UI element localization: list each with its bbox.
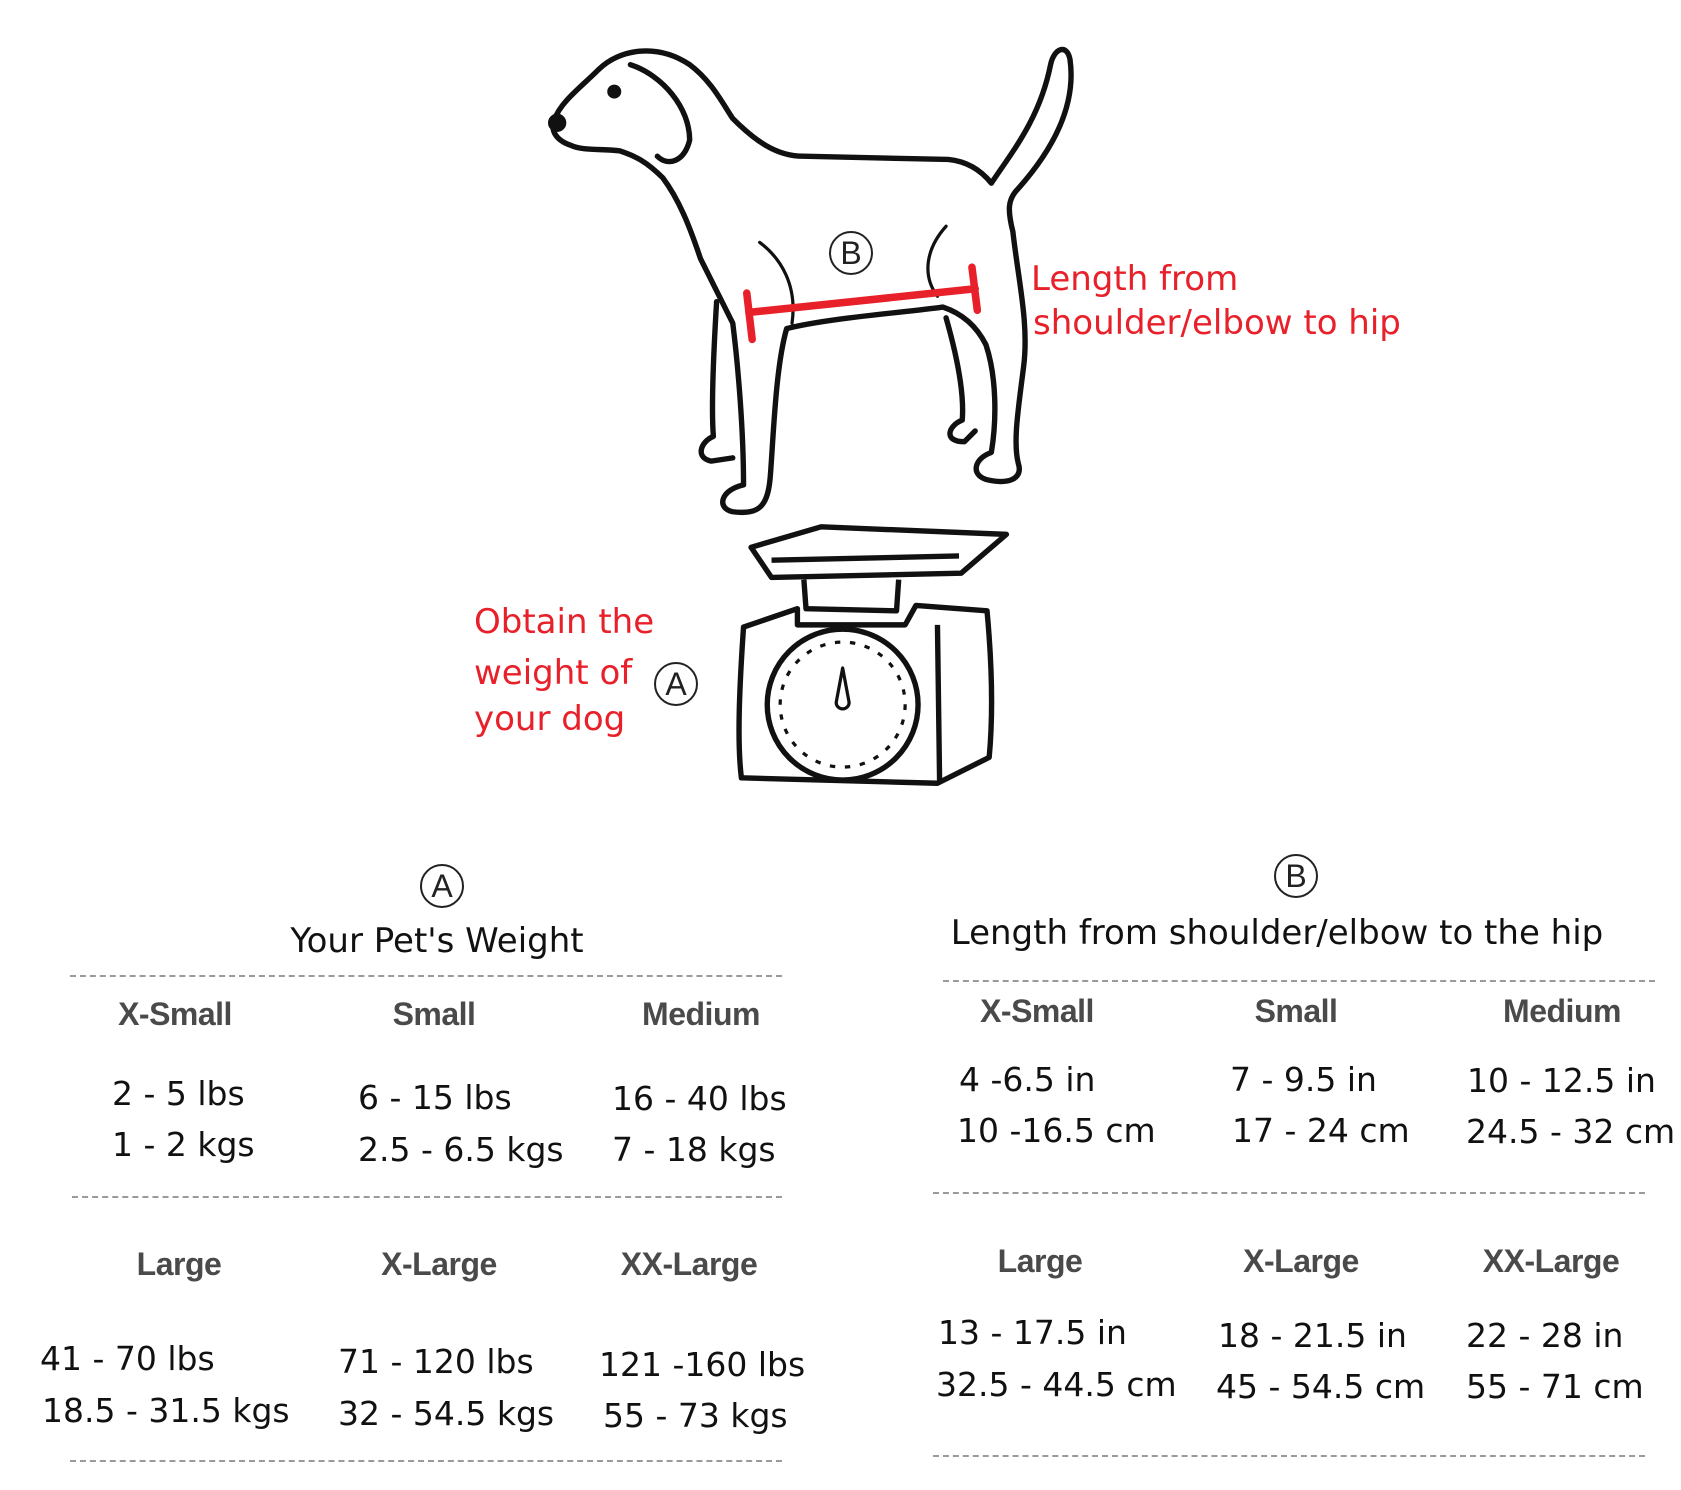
marker-b-illustration: B <box>829 231 873 275</box>
size-header: Small <box>1254 993 1338 1029</box>
size-value: 24.5 - 32 cm <box>1466 1112 1676 1151</box>
size-value: 22 - 28 in <box>1466 1316 1624 1355</box>
size-value: 121 -160 lbs <box>599 1345 806 1384</box>
size-value: 32 - 54.5 kgs <box>338 1394 555 1433</box>
divider <box>933 1192 1645 1194</box>
size-header: Medium <box>1503 993 1621 1029</box>
size-header: XX-Large <box>620 1246 758 1282</box>
dog-outline-icon <box>547 46 1074 516</box>
size-header: XX-Large <box>1482 1243 1620 1279</box>
size-header: Small <box>392 996 476 1032</box>
size-header: X-Large <box>381 1246 497 1282</box>
length-table-title: Length from shoulder/elbow to the hip <box>950 913 1604 953</box>
divider <box>70 975 782 977</box>
size-value: 17 - 24 cm <box>1232 1111 1410 1150</box>
size-value: 18.5 - 31.5 kgs <box>42 1391 290 1430</box>
size-value: 2.5 - 6.5 kgs <box>358 1130 564 1169</box>
size-header: X-Large <box>1243 1243 1359 1279</box>
marker-a: A <box>420 864 464 908</box>
marker-a-illustration: A <box>654 662 698 706</box>
size-header: Large <box>136 1246 222 1282</box>
divider <box>72 1196 782 1198</box>
size-value: 41 - 70 lbs <box>40 1339 215 1378</box>
weight-label-line-3: your dog <box>474 699 626 739</box>
size-value: 7 - 9.5 in <box>1230 1060 1377 1099</box>
weight-table-title: Your Pet's Weight <box>290 921 584 961</box>
size-value: 32.5 - 44.5 cm <box>936 1365 1177 1404</box>
size-header: Medium <box>642 996 760 1032</box>
size-value: 10 - 12.5 in <box>1467 1061 1656 1100</box>
size-value: 55 - 71 cm <box>1466 1367 1644 1406</box>
weight-label-line-2: weight of <box>474 653 633 693</box>
weight-label-line-1: Obtain the <box>474 602 655 642</box>
size-value: 1 - 2 kgs <box>112 1125 255 1164</box>
measure-bar <box>742 263 982 344</box>
size-value: 4 -6.5 in <box>959 1060 1096 1099</box>
length-label-line-2: shoulder/elbow to hip <box>1033 303 1401 343</box>
divider <box>933 1455 1645 1457</box>
size-value: 55 - 73 kgs <box>603 1396 788 1435</box>
size-value: 10 -16.5 cm <box>957 1111 1156 1150</box>
size-header: X-Small <box>980 993 1094 1029</box>
divider <box>70 1460 782 1462</box>
kitchen-scale-icon <box>736 524 1010 786</box>
length-label-line-1: Length from <box>1031 259 1239 299</box>
size-value: 7 - 18 kgs <box>612 1130 776 1169</box>
size-value: 6 - 15 lbs <box>358 1078 512 1117</box>
size-value: 45 - 54.5 cm <box>1216 1367 1426 1406</box>
size-value: 13 - 17.5 in <box>938 1313 1127 1352</box>
size-header: Large <box>997 1243 1083 1279</box>
size-value: 71 - 120 lbs <box>338 1342 534 1381</box>
size-value: 18 - 21.5 in <box>1218 1316 1407 1355</box>
size-value: 16 - 40 lbs <box>612 1079 787 1118</box>
divider <box>943 980 1655 982</box>
marker-b: B <box>1274 854 1318 898</box>
size-header: X-Small <box>118 996 232 1032</box>
size-value: 2 - 5 lbs <box>112 1074 245 1113</box>
